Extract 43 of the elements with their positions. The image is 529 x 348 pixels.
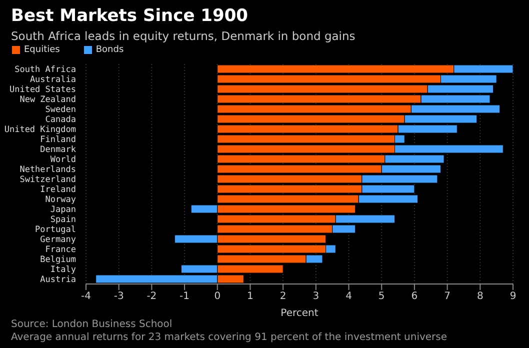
x-tick-label: 9 <box>510 291 516 302</box>
y-tick-label: Switzerland <box>20 175 76 185</box>
y-tick-label: Sweden <box>45 105 76 115</box>
legend-label: Bonds <box>96 45 124 55</box>
y-tick-label: United States <box>9 85 76 95</box>
x-tick-label: 6 <box>411 291 418 302</box>
x-tick-label: 1 <box>247 291 254 302</box>
x-tick-label: -1 <box>180 291 190 302</box>
x-tick-label: 3 <box>312 291 320 302</box>
source-note: Source: London Business School <box>11 318 174 331</box>
x-tick-label: -3 <box>114 291 124 302</box>
chart-subtitle: South Africa leads in equity returns, Denmark in bond gains <box>11 29 356 43</box>
y-tick-label: Spain <box>50 215 76 225</box>
y-tick-label: Ireland <box>40 185 76 195</box>
legend-label: Equities <box>24 45 60 55</box>
x-tick-label: -2 <box>146 291 157 302</box>
x-tick-label: -4 <box>81 291 91 302</box>
y-tick-label: Norway <box>45 195 76 205</box>
y-tick-label: Belgium <box>40 255 76 265</box>
y-tick-label: Australia <box>30 75 76 85</box>
y-tick-label: Netherlands <box>20 165 76 175</box>
y-tick-label: World <box>50 155 76 165</box>
x-tick-label: 4 <box>346 291 352 302</box>
x-axis-title: Percent <box>280 308 318 319</box>
y-tick-label: Denmark <box>40 145 76 155</box>
x-tick-label: 2 <box>280 291 286 302</box>
x-tick-label: 5 <box>378 291 385 302</box>
y-tick-label: New Zealand <box>20 95 76 105</box>
y-tick-label: Finland <box>40 135 76 145</box>
x-tick-label: 8 <box>476 291 484 302</box>
y-tick-label: Italy <box>50 265 76 275</box>
y-tick-label: Austria <box>40 275 76 285</box>
y-tick-label: Germany <box>40 235 76 245</box>
y-tick-label: France <box>45 245 76 255</box>
y-tick-label: Japan <box>50 205 76 215</box>
x-tick-label: 0 <box>214 291 221 302</box>
y-tick-label: Portugal <box>35 225 76 235</box>
x-tick-label: 7 <box>444 291 450 302</box>
y-tick-label: Canada <box>45 115 76 125</box>
y-tick-label: South Africa <box>14 65 76 75</box>
y-tick-label: United Kingdom <box>4 125 76 135</box>
text: Average annual returns for 23 markets covering 91 percent of the investment universe <box>11 331 448 344</box>
chart-title: Best Markets Since 1900 <box>11 6 248 26</box>
